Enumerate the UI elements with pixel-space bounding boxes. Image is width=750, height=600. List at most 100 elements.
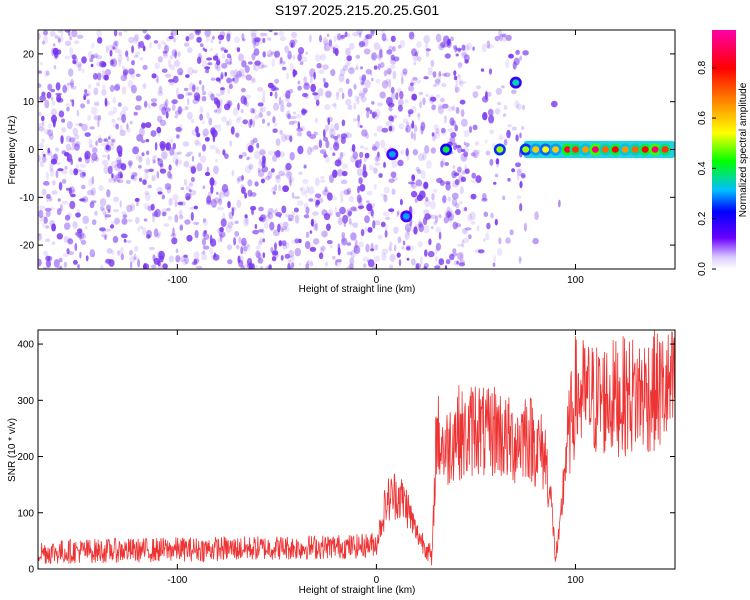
spectrogram-point	[104, 259, 111, 265]
spectrogram-point	[51, 190, 58, 195]
spectrogram-point	[38, 70, 43, 74]
spectrogram-point	[365, 68, 372, 75]
spectrogram-point	[461, 118, 468, 127]
spectrogram-point	[508, 53, 514, 59]
spectrogram-point	[60, 135, 64, 144]
spectrogram-point	[56, 208, 62, 216]
spectrogram-point	[447, 128, 454, 133]
spectrogram-point	[134, 105, 142, 111]
spectrogram-point	[133, 54, 139, 58]
spectrogram-point	[113, 30, 118, 37]
spectrogram-point	[297, 85, 302, 91]
spectrogram-point	[291, 210, 295, 218]
spectrogram-point	[296, 131, 303, 137]
spectrogram-point	[133, 256, 139, 261]
spectrogram-point	[454, 179, 460, 186]
spectrogram-point	[382, 37, 389, 42]
spectrogram-point	[168, 197, 173, 206]
spectrogram-point	[81, 68, 85, 73]
spectrogram-point	[316, 62, 322, 69]
spectrogram-point	[196, 162, 203, 172]
spectrogram-point	[290, 261, 294, 266]
spectrogram-point	[179, 224, 184, 231]
spectrogram-point	[374, 162, 381, 167]
spectrogram-point	[511, 89, 517, 95]
spectrogram-point	[388, 246, 392, 252]
spectrogram-point	[238, 154, 243, 159]
spectrogram-point	[112, 97, 117, 104]
spectrogram-point	[84, 132, 91, 138]
spectrogram-point	[127, 219, 133, 223]
spectrogram-point	[217, 34, 225, 41]
spectrogram-point	[102, 83, 106, 90]
spectrogram-point	[71, 100, 75, 107]
spectrogram-point	[480, 68, 485, 72]
spectrogram-point	[424, 199, 431, 208]
spectrogram-point	[172, 75, 179, 84]
spectrogram-point	[430, 147, 436, 154]
spectrogram-point	[358, 32, 362, 38]
spectrogram-point	[241, 33, 245, 41]
spectrogram-point	[281, 133, 287, 143]
spectrogram-point	[182, 258, 188, 266]
spectrogram-point	[226, 53, 231, 59]
spectrogram-point	[144, 34, 152, 40]
spectrogram-point	[410, 106, 417, 113]
spectrogram-point	[247, 179, 253, 187]
spectrogram-point	[172, 37, 177, 43]
spectrogram-point	[84, 155, 91, 164]
spectrogram-point	[503, 139, 508, 146]
spectrogram-point	[175, 255, 181, 263]
spectrogram-point	[364, 215, 370, 224]
spectrogram-point	[435, 242, 441, 251]
spectrogram-point	[314, 177, 320, 187]
spectrogram-point	[114, 40, 119, 47]
spectrogram-point	[392, 70, 397, 80]
spectrogram-point	[523, 222, 528, 232]
spectrogram-point	[202, 128, 209, 137]
spectrogram-point	[204, 66, 211, 70]
spectrogram-point	[111, 138, 116, 143]
spectrogram-point	[150, 98, 158, 103]
spectrogram-point	[233, 69, 238, 76]
spectrogram-point	[262, 118, 265, 124]
spectrogram-point	[77, 264, 80, 269]
spectrogram-point	[346, 55, 353, 62]
spectrogram-point	[334, 206, 337, 216]
spectrogram-point	[339, 206, 346, 215]
spectrogram-point	[51, 108, 57, 116]
spectrogram-point	[257, 36, 264, 45]
spectrogram-point	[259, 149, 266, 156]
spectrogram-point	[199, 80, 202, 85]
spectrogram-point	[235, 118, 241, 124]
spectrogram-point	[347, 210, 353, 217]
spectrogram-point	[443, 35, 450, 44]
spectrogram-point	[220, 47, 226, 51]
spectrogram-point	[415, 79, 422, 84]
spectrogram-point	[297, 53, 302, 62]
spectrogram-point	[254, 115, 259, 120]
spectrogram-point	[137, 259, 141, 268]
spectrogram-point	[365, 34, 373, 40]
spectrogram-point	[298, 238, 302, 244]
y-tick-label: 100	[17, 508, 34, 519]
spectrogram-point	[335, 211, 341, 218]
spectrogram-point	[341, 170, 348, 177]
spectrogram-point	[139, 225, 144, 230]
spectrogram-point	[164, 44, 170, 54]
x-tick-label: -100	[167, 275, 187, 286]
spectrogram-point	[399, 90, 404, 100]
spectrogram-point	[172, 155, 179, 165]
spectrogram-peak-core	[564, 146, 572, 153]
spectrogram-point	[74, 143, 80, 151]
colorbar-tick-label: 0.6	[697, 111, 708, 125]
spectrogram-point	[451, 170, 457, 179]
spectrogram-point	[438, 103, 443, 110]
spectrogram-point	[359, 145, 364, 149]
spectrogram-point	[313, 145, 319, 150]
spectrogram-point	[359, 184, 366, 192]
spectrogram-point	[365, 243, 370, 253]
spectrogram-point	[192, 69, 198, 74]
spectrogram-point	[116, 179, 124, 184]
spectrogram-point	[66, 82, 74, 86]
